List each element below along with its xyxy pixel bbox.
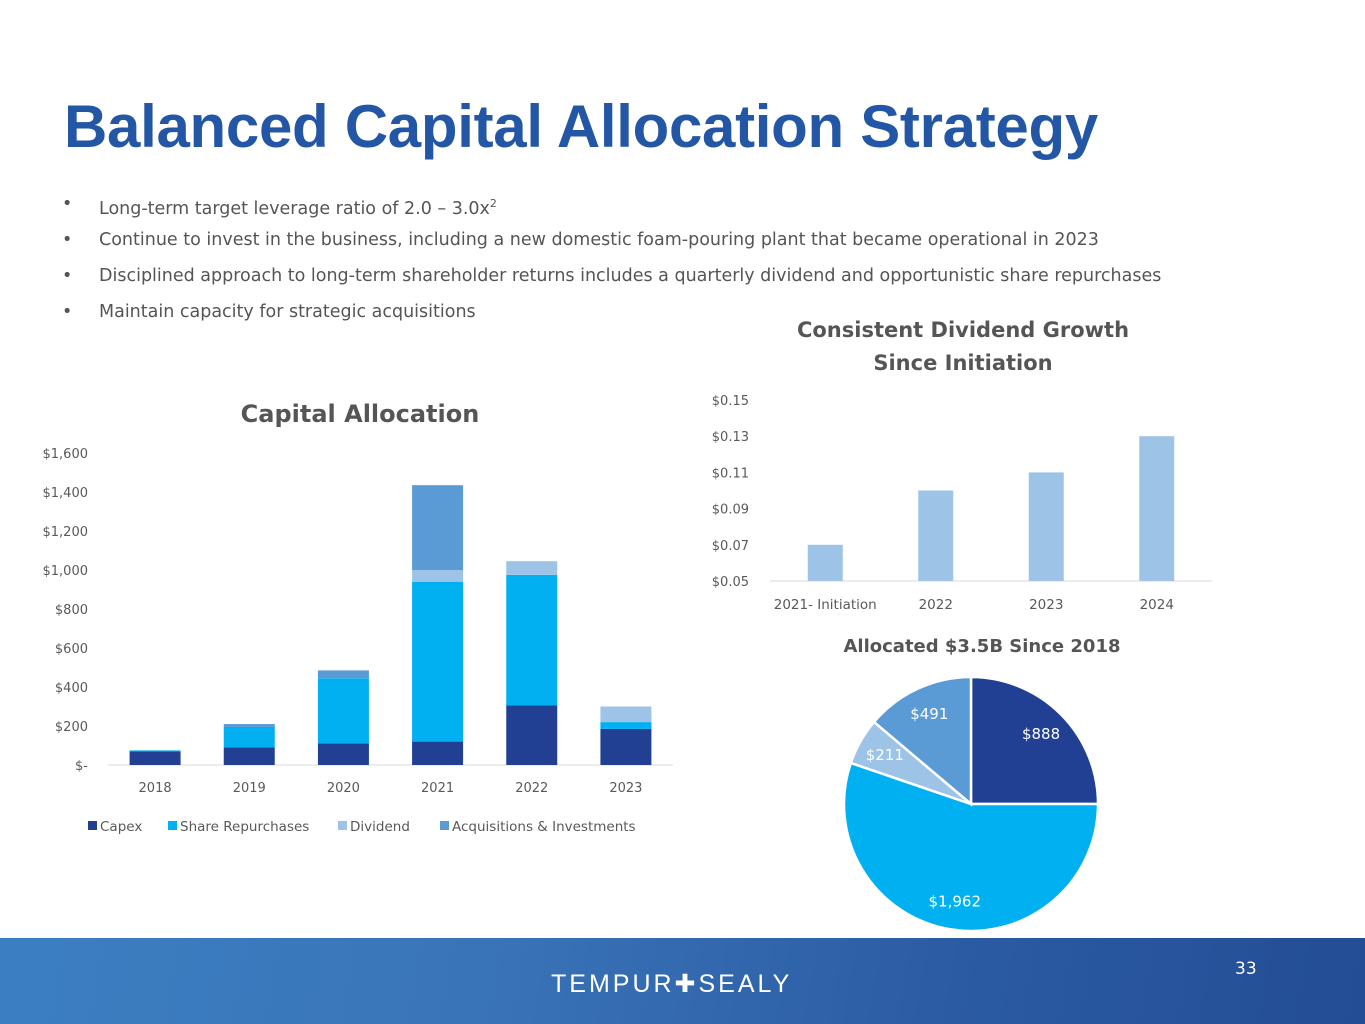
bullet-text: Maintain capacity for strategic acquisit… xyxy=(99,302,476,322)
y-tick-label: $0.13 xyxy=(712,430,749,445)
company-logo: TEMPUR✚SEALY xyxy=(551,970,793,998)
y-tick-label: $1,200 xyxy=(43,525,89,540)
capital-allocation-chart: Capital Allocation $- $200 $400 $600 $800 $1,… xyxy=(43,400,673,835)
bar-segment xyxy=(600,722,652,729)
y-tick-label: $0.05 xyxy=(712,575,749,590)
bar-segment xyxy=(223,726,275,748)
bar-segment xyxy=(317,678,369,744)
y-tick-label: $1,600 xyxy=(43,447,89,462)
pie-data-label: $211 xyxy=(866,746,904,764)
bullet-item: • Disciplined approach to long-term share… xyxy=(62,264,1161,300)
legend-swatch xyxy=(88,821,97,830)
legend-label: Share Repurchases xyxy=(180,819,309,835)
y-tick-label: $400 xyxy=(55,681,88,696)
bullet-dot: • xyxy=(62,230,73,250)
y-tick-label: $0.07 xyxy=(712,539,749,554)
pie-slice xyxy=(872,675,973,807)
legend-label: Acquisitions & Investments xyxy=(452,819,636,835)
bullet-list: • Long-term target leverage ratio of 2.0 … xyxy=(62,192,1161,336)
bullet-dot: • xyxy=(62,302,73,322)
bar-segment xyxy=(412,485,464,570)
bar-segment xyxy=(506,561,558,575)
bullet-item: • Maintain capacity for strategic acquisi… xyxy=(62,300,1161,336)
bar-segment xyxy=(506,705,558,765)
bullet-dot: • xyxy=(62,266,73,286)
legend-swatch xyxy=(338,821,347,830)
chart-title-line-2: Since Initiation xyxy=(873,351,1052,375)
legend-label: Capex xyxy=(100,819,142,835)
legend-swatch xyxy=(168,821,177,830)
y-tick-label: $0.11 xyxy=(712,466,749,481)
y-tick-label: $1,000 xyxy=(43,564,89,579)
bar-segment xyxy=(506,574,558,706)
dividend-bar xyxy=(918,490,954,581)
bar-segment xyxy=(412,570,464,582)
bullet-dot: • xyxy=(62,194,73,214)
x-tick-label: 2018 xyxy=(139,781,172,796)
allocated-pie-chart: Allocated $3.5B Since 2018 $888 $1,962 $21… xyxy=(842,636,1121,933)
dividend-growth-chart: Consistent Dividend Growth Since Initiat… xyxy=(712,318,1212,613)
footnote-marker: 2 xyxy=(489,197,497,210)
dividend-bar xyxy=(1139,436,1175,581)
x-tick-label: 2023 xyxy=(609,781,642,796)
bar-segment xyxy=(412,741,464,765)
pie-slice xyxy=(969,675,1100,806)
bullet-text: Disciplined approach to long-term shareh… xyxy=(99,266,1162,286)
bullet-item: • Continue to invest in the business, inc… xyxy=(62,228,1161,264)
dividend-bar xyxy=(1028,472,1064,581)
chart-title: Capital Allocation xyxy=(241,400,480,428)
bar-segment xyxy=(600,706,652,723)
legend-label: Dividend xyxy=(350,819,410,835)
y-tick-label: $200 xyxy=(55,720,88,735)
bar-segment xyxy=(223,724,275,727)
pie-slice xyxy=(842,761,1100,933)
y-tick-label: $0.09 xyxy=(712,503,749,518)
x-tick-label: 2022 xyxy=(919,597,953,613)
footer-band xyxy=(0,938,1365,1024)
bar-segment xyxy=(600,728,652,765)
pie-data-label: $888 xyxy=(1022,725,1060,743)
bar-segment xyxy=(317,670,369,679)
dividend-bar xyxy=(807,544,843,581)
pie-data-label: $1,962 xyxy=(929,893,982,911)
x-tick-label: 2021 xyxy=(421,781,454,796)
bullet-text: Continue to invest in the business, incl… xyxy=(99,230,1099,250)
chart-title-line-1: Consistent Dividend Growth xyxy=(797,318,1129,342)
x-tick-label: 2022 xyxy=(515,781,548,796)
page-number: 33 xyxy=(1235,959,1257,979)
bullet-item: • Long-term target leverage ratio of 2.0 … xyxy=(62,192,1161,228)
x-tick-label: 2023 xyxy=(1029,597,1063,613)
x-tick-label: 2020 xyxy=(327,781,360,796)
pie-data-label: $491 xyxy=(910,705,948,723)
slide-title: Balanced Capital Allocation Strategy xyxy=(64,93,1098,160)
bar-segment xyxy=(129,750,181,752)
x-tick-label: 2021- Initiation xyxy=(774,597,877,613)
y-tick-label: $800 xyxy=(55,603,88,618)
bar-segment xyxy=(223,747,275,765)
y-tick-label: $1,400 xyxy=(43,486,89,501)
y-tick-label: $600 xyxy=(55,642,88,657)
x-tick-label: 2019 xyxy=(233,781,266,796)
bar-segment xyxy=(317,743,369,765)
legend-swatch xyxy=(440,821,449,830)
bar-segment xyxy=(412,581,464,742)
bullet-text: Long-term target leverage ratio of 2.0 –… xyxy=(99,198,490,219)
bar-segment xyxy=(129,751,181,765)
y-tick-label: $0.15 xyxy=(712,394,749,409)
y-tick-label: $- xyxy=(75,759,88,774)
chart-title: Allocated $3.5B Since 2018 xyxy=(843,636,1120,657)
x-tick-label: 2024 xyxy=(1140,597,1174,613)
